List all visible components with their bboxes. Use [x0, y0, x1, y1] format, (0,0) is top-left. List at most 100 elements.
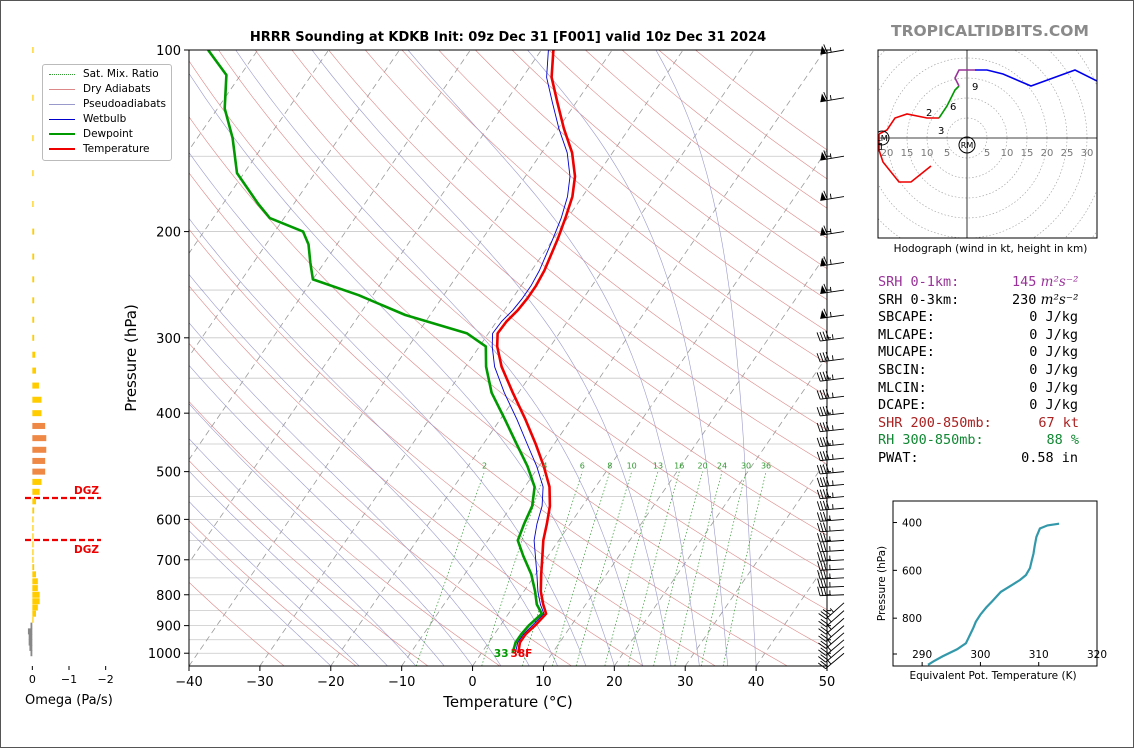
- isotherm-line: [189, 50, 400, 358]
- isotherm-line: [472, 149, 827, 666]
- hodo-tick-label: 5: [984, 148, 990, 159]
- barb-feather: [823, 532, 827, 542]
- pseudoadiabat: [189, 152, 587, 666]
- wind-barb: [818, 602, 845, 620]
- omega-x-tick-label: 0: [29, 673, 36, 686]
- legend-item-dewpoint: Dewpoint: [49, 127, 133, 141]
- barb-staff: [820, 507, 845, 511]
- barb-feather: [822, 609, 831, 616]
- barb-feather: [825, 351, 830, 361]
- dry-adiabat: [658, 50, 827, 180]
- hodo-tick-label: 25: [1061, 148, 1074, 159]
- omega-bar: [32, 396, 42, 403]
- wind-barb: [816, 450, 845, 462]
- dry-adiabat: [189, 401, 500, 666]
- barb-feather: [820, 561, 824, 571]
- surface-temperature-label: 38F: [511, 648, 533, 660]
- barb-half-feather: [832, 440, 834, 446]
- hodo-trace: [954, 69, 975, 87]
- hodo-rm-label: RM: [961, 141, 974, 150]
- param-value: 0 J/kg: [1029, 397, 1078, 414]
- barb-feather: [822, 371, 827, 381]
- isotherm-line: [259, 50, 684, 666]
- pseudoadiabat: [189, 72, 615, 666]
- legend-item-dry-adiabats: Dry Adiabats: [49, 82, 151, 96]
- barb-staff: [820, 559, 845, 562]
- hodo-tick-label: 20: [881, 148, 894, 159]
- param-row: SRH 0-1km: 145 m²s⁻²: [878, 274, 1118, 292]
- barb-feather: [825, 464, 830, 474]
- barb-feather: [820, 640, 829, 647]
- barb-staff: [825, 610, 845, 627]
- mixing-ratio-line: [481, 471, 546, 666]
- theta-x-tick-label: 300: [970, 649, 990, 661]
- barb-staff: [820, 412, 845, 417]
- legend-swatch: [49, 88, 75, 90]
- omega-bar: [32, 585, 38, 592]
- omega-bar: [32, 351, 36, 358]
- barb-staff: [825, 625, 845, 642]
- wind-barb: [816, 421, 845, 433]
- omega-bar: [32, 571, 36, 578]
- mixing-ratio-line: [627, 471, 680, 666]
- param-row: SRH 0-3km: 230 m²s⁻²: [878, 292, 1118, 310]
- barb-feather: [819, 437, 824, 447]
- pseudoadiabat: [189, 438, 417, 666]
- isotherm-line: [1, 50, 45, 666]
- barb-staff: [820, 483, 845, 488]
- x-tick-label: 50: [819, 675, 836, 690]
- x-tick-label: 10: [535, 675, 552, 690]
- barb-feather: [819, 352, 824, 362]
- barb-feather: [816, 422, 821, 432]
- barb-feather: [823, 578, 827, 588]
- chart-title: HRRR Sounding at KDKB Init: 09z Dec 31 […: [250, 30, 766, 45]
- pseudoadiabat: [189, 403, 445, 666]
- legend-swatch: [49, 103, 75, 105]
- omega-bar: [30, 622, 33, 629]
- barb-feather: [816, 512, 821, 522]
- omega-bar: [30, 650, 33, 657]
- legend-label: Sat. Mix. Ratio: [83, 68, 159, 80]
- barb-feather: [822, 464, 827, 474]
- barb-feather: [816, 407, 821, 417]
- legend-swatch: [49, 118, 75, 120]
- barb-feather: [823, 542, 827, 552]
- wind-barb: [818, 625, 845, 642]
- barb-half-feather: [827, 617, 832, 623]
- barb-feather: [822, 352, 827, 362]
- legend-item-sat-mix-ratio: Sat. Mix. Ratio: [49, 67, 159, 81]
- param-value: 145: [1012, 274, 1037, 290]
- param-row: MLCIN: 0 J/kg: [878, 380, 1118, 398]
- barb-feather: [818, 620, 827, 627]
- wind-barb: [816, 351, 845, 363]
- mixing-ratio-label: 10: [627, 462, 637, 471]
- wind-barb: [820, 308, 845, 319]
- y-tick-label: 400: [156, 407, 181, 422]
- param-value: 230: [1012, 291, 1037, 308]
- barb-feather: [823, 283, 828, 293]
- param-row: DCAPE: 0 J/kg: [878, 397, 1118, 415]
- hodo-tick-label: 5: [944, 148, 950, 159]
- barb-half-feather: [829, 193, 832, 199]
- mixing-ratio-line: [415, 471, 485, 666]
- barb-half-feather: [827, 653, 832, 658]
- pseudoadiabat: [235, 50, 643, 666]
- wind-barb: [818, 617, 845, 635]
- param-label: PWAT:: [878, 450, 919, 466]
- barb-staff: [820, 443, 845, 448]
- wind-barb: [817, 532, 845, 543]
- wind-barb: [820, 225, 845, 236]
- barb-feather: [825, 436, 830, 446]
- dry-adiabat: [189, 342, 572, 666]
- dry-adiabat: [621, 50, 827, 209]
- param-value: 88 %: [1046, 432, 1079, 449]
- y-tick-label: 900: [156, 620, 181, 635]
- barb-staff: [825, 602, 845, 620]
- barb-feather: [816, 437, 821, 447]
- barb-feather: [819, 406, 824, 416]
- x-tick-label: −30: [246, 675, 273, 690]
- wind-barb: [820, 190, 845, 201]
- mixing-ratio-label: 8: [607, 462, 612, 471]
- omega-bar: [32, 498, 36, 505]
- theta-e-curve: [927, 522, 1060, 666]
